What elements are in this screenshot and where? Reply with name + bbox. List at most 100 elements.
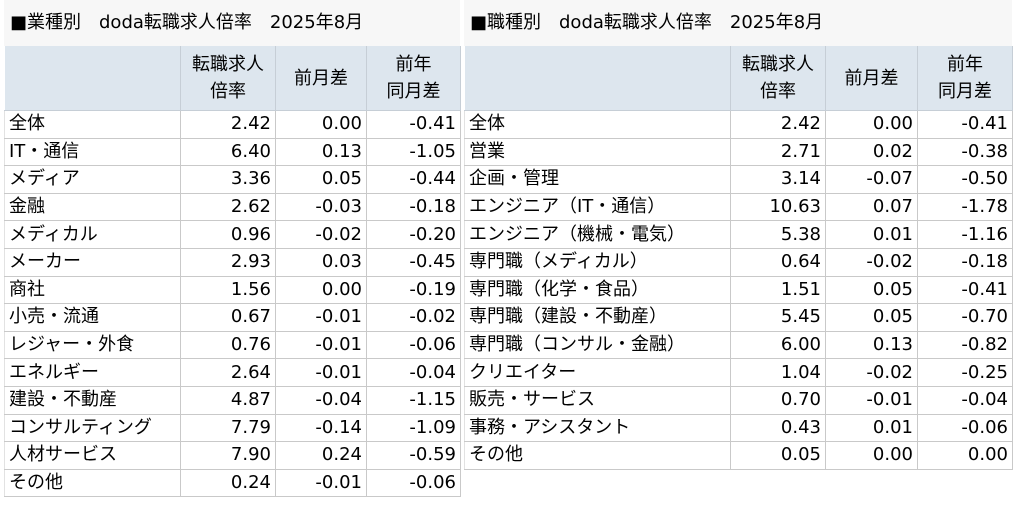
row-label: 営業 [464,138,731,167]
mom-cell: 0.00 [825,110,918,139]
table-row: 全体 2.42 0.00 -0.41 [464,110,1013,139]
header-yoy: 前年 同月差 [366,46,461,111]
ratio-cell: 2.71 [730,138,826,167]
mom-cell: 0.07 [825,193,918,222]
table-row: 建設・不動産 4.87 -0.04 -1.15 [4,386,461,415]
table-row: 事務・アシスタント 0.43 0.01 -0.06 [464,414,1013,443]
mom-cell: -0.03 [275,193,367,222]
header-blank-cell [464,46,731,111]
mom-cell: -0.02 [825,358,918,387]
row-label: 専門職（コンサル・金融） [464,331,731,360]
yoy-cell: -0.38 [917,138,1013,167]
table-row: 販売・サービス 0.70 -0.01 -0.04 [464,386,1013,415]
mom-cell: -0.14 [275,414,367,443]
occupation-table-title: ■職種別 doda転職求人倍率 2025年8月 [464,0,1012,46]
ratio-cell: 1.56 [180,276,276,305]
table-row: 営業 2.71 0.02 -0.38 [464,138,1013,167]
row-label: 専門職（化学・食品） [464,276,731,305]
table-row: メーカー 2.93 0.03 -0.45 [4,248,461,277]
row-label: 全体 [4,110,181,139]
ratio-cell: 2.62 [180,193,276,222]
table-row: エンジニア（機械・電気） 5.38 0.01 -1.16 [464,220,1013,249]
table-row: 専門職（コンサル・金融） 6.00 0.13 -0.82 [464,331,1013,360]
header-ratio-line1: 転職求人 [192,54,264,75]
header-blank-cell [4,46,181,111]
industry-table: 転職求人 倍率 前月差 前年 同月差 全体 2.42 0.00 -0.41 IT・通信 6… [4,46,461,498]
ratio-cell: 6.00 [730,331,826,360]
header-ratio-line1: 転職求人 [742,54,814,75]
ratio-cell: 0.96 [180,220,276,249]
row-label: メーカー [4,248,181,277]
industry-table-body: 全体 2.42 0.00 -0.41 IT・通信 6.40 0.13 -1.05 メディア 3.3… [4,110,461,498]
mom-cell: -0.02 [825,248,918,277]
yoy-cell: -0.82 [917,331,1013,360]
yoy-cell: -1.09 [366,414,461,443]
table-row: メディカル 0.96 -0.02 -0.20 [4,220,461,249]
header-ratio: 転職求人 倍率 [180,46,276,111]
ratio-cell: 5.45 [730,303,826,332]
row-label: エンジニア（IT・通信） [464,193,731,222]
ratio-cell: 7.90 [180,441,276,470]
row-label: 専門職（メディカル） [464,248,731,277]
row-label: その他 [4,469,181,498]
header-yoy: 前年 同月差 [917,46,1013,111]
ratio-cell: 2.93 [180,248,276,277]
occupation-table: 転職求人 倍率 前月差 前年 同月差 全体 2.42 0.00 -0.41 営業 2.71… [464,46,1013,470]
occupation-panel: ■職種別 doda転職求人倍率 2025年8月 転職求人 倍率 前月差 前年 同… [464,0,1013,470]
yoy-cell: -1.05 [366,138,461,167]
yoy-cell: -0.04 [366,358,461,387]
yoy-cell: -0.04 [917,386,1013,415]
yoy-cell: -0.18 [366,193,461,222]
header-ratio-line2: 倍率 [760,81,796,102]
row-label: IT・通信 [4,138,181,167]
yoy-cell: -0.20 [366,220,461,249]
ratio-cell: 5.38 [730,220,826,249]
ratio-cell: 0.70 [730,386,826,415]
row-label: 事務・アシスタント [464,414,731,443]
table-row: 全体 2.42 0.00 -0.41 [4,110,461,139]
row-label: エネルギー [4,358,181,387]
row-label: 専門職（建設・不動産） [464,303,731,332]
yoy-cell: -0.50 [917,165,1013,194]
header-ratio: 転職求人 倍率 [730,46,826,111]
table-row: エンジニア（IT・通信） 10.63 0.07 -1.78 [464,193,1013,222]
table-row: メディア 3.36 0.05 -0.44 [4,165,461,194]
table-row: 小売・流通 0.67 -0.01 -0.02 [4,303,461,332]
table-row: 人材サービス 7.90 0.24 -0.59 [4,441,461,470]
table-row: IT・通信 6.40 0.13 -1.05 [4,138,461,167]
ratio-cell: 0.05 [730,441,826,470]
ratio-cell: 7.79 [180,414,276,443]
mom-cell: -0.04 [275,386,367,415]
row-label: レジャー・外食 [4,331,181,360]
header-yoy-line1: 前年 [947,54,983,75]
row-label: 人材サービス [4,441,181,470]
table-row: 専門職（メディカル） 0.64 -0.02 -0.18 [464,248,1013,277]
row-label: クリエイター [464,358,731,387]
row-label: 企画・管理 [464,165,731,194]
ratio-cell: 2.64 [180,358,276,387]
row-label: メディア [4,165,181,194]
header-yoy-line2: 同月差 [386,81,441,102]
header-yoy-line1: 前年 [395,54,432,75]
header-yoy-line2: 同月差 [938,81,992,102]
mom-cell: -0.07 [825,165,918,194]
mom-cell: 0.24 [275,441,367,470]
table-row: 専門職（建設・不動産） 5.45 0.05 -0.70 [464,303,1013,332]
mom-cell: -0.01 [275,331,367,360]
ratio-cell: 0.24 [180,469,276,498]
yoy-cell: 0.00 [917,441,1013,470]
row-label: 全体 [464,110,731,139]
table-header-row: 転職求人 倍率 前月差 前年 同月差 [4,46,461,111]
table-row: クリエイター 1.04 -0.02 -0.25 [464,358,1013,387]
mom-cell: -0.01 [275,303,367,332]
ratio-cell: 0.67 [180,303,276,332]
mom-cell: -0.02 [275,220,367,249]
mom-cell: 0.05 [825,276,918,305]
yoy-cell: -0.59 [366,441,461,470]
yoy-cell: -0.25 [917,358,1013,387]
row-label: 販売・サービス [464,386,731,415]
industry-panel: ■業種別 doda転職求人倍率 2025年8月 転職求人 倍率 前月差 前年 同… [4,0,461,498]
yoy-cell: -1.78 [917,193,1013,222]
mom-cell: 0.00 [825,441,918,470]
mom-cell: 0.13 [275,138,367,167]
